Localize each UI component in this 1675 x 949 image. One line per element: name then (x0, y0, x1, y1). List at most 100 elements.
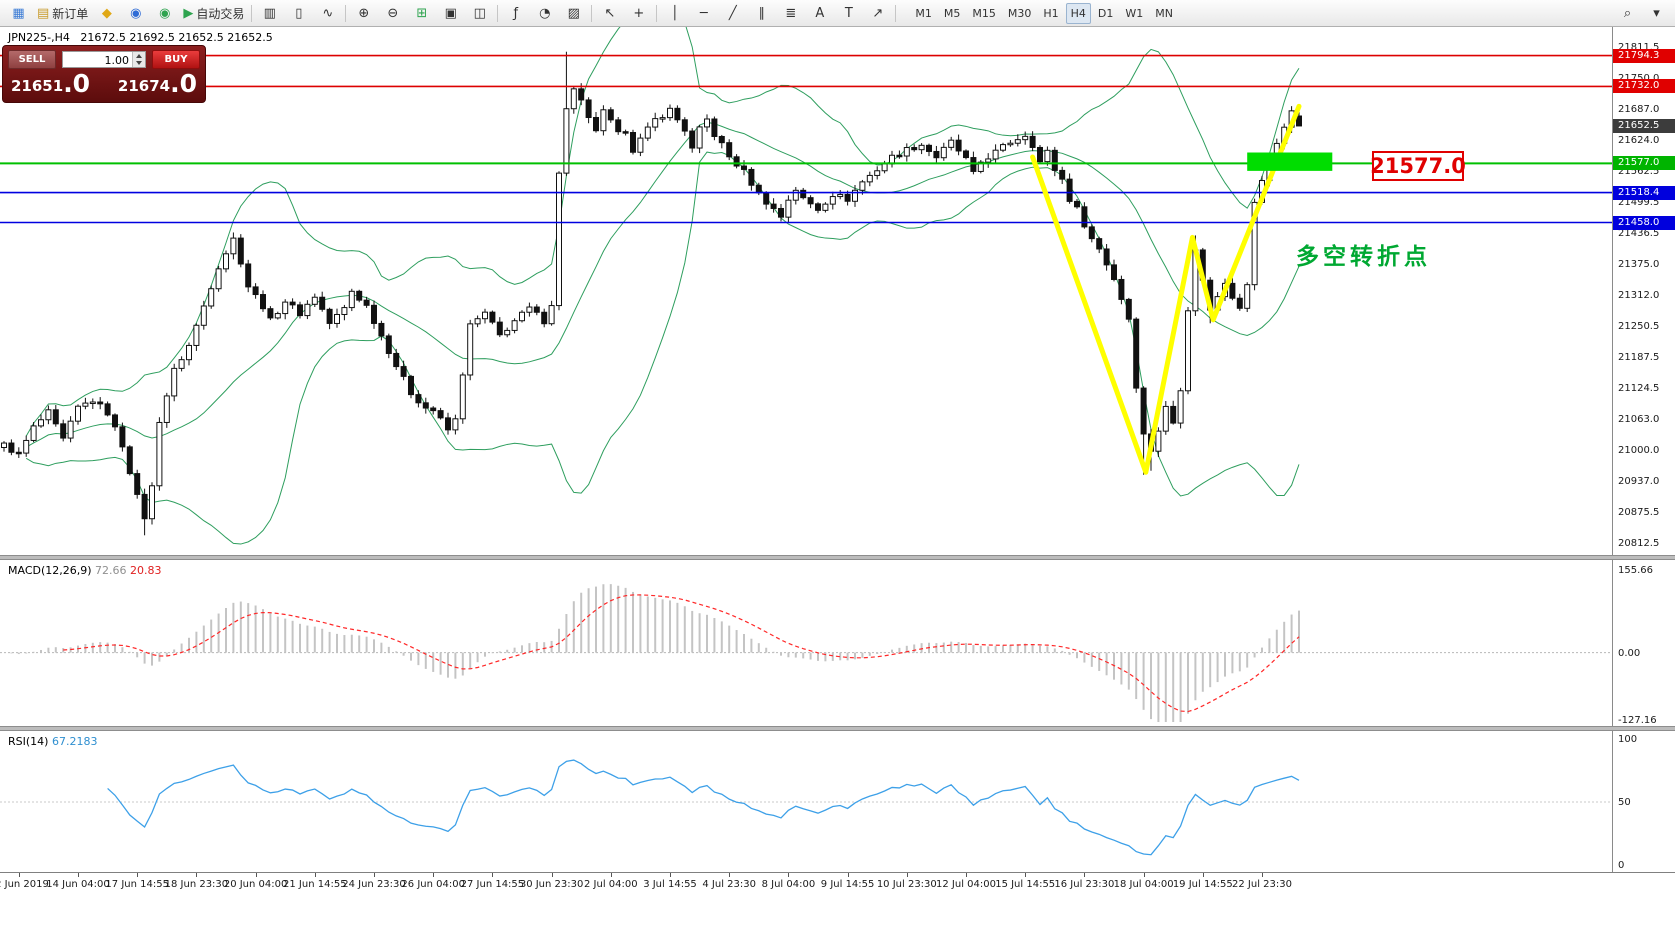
toolbar-menu-icon[interactable]: ▾ (1642, 2, 1671, 25)
volume-up-button[interactable] (133, 52, 145, 60)
timeframe-W1[interactable]: W1 (1125, 6, 1144, 20)
time-label: 14 Jun 04:00 (46, 879, 110, 890)
timeframe-H4[interactable]: H4 (1065, 2, 1091, 24)
time-tick (433, 873, 435, 877)
price-tick-label: 21312.0 (1618, 290, 1660, 301)
arrange-windows-icon[interactable]: ◫ (465, 2, 494, 25)
buy-price-dec: .0 (170, 69, 197, 98)
timeframe-D1[interactable]: D1 (1097, 6, 1114, 20)
time-label: 15 Jul 14:55 (995, 879, 1056, 890)
price-tick-label: 21187.5 (1618, 351, 1660, 363)
cursor-icon[interactable]: ↖ (595, 2, 624, 25)
rsi-panel-canvas[interactable] (0, 731, 1612, 872)
price-tick-label: 21811.5 (1618, 42, 1660, 53)
channel-icon[interactable]: ∥ (747, 2, 776, 25)
time-tick (374, 873, 375, 877)
search-icon[interactable]: ⌕ (1613, 2, 1642, 25)
text-icon[interactable]: A (805, 2, 834, 25)
buy-button[interactable]: BUY (152, 50, 200, 69)
periods-icon[interactable]: ◔ (530, 2, 559, 25)
toolbar-separator (345, 4, 347, 22)
price-axis[interactable]: 21811.5 21750.0 21687.0 21624.0 21562.5 21499… (1612, 27, 1675, 872)
templates-icon[interactable]: ▨ (559, 2, 588, 25)
community-icon[interactable]: ◉ (150, 2, 179, 25)
zoom-out-icon[interactable]: ⊖ (378, 2, 407, 25)
timeframe-M5[interactable]: M5 (943, 6, 961, 20)
timeframe-M15[interactable]: M15 (972, 6, 996, 20)
text-icon: A (815, 5, 825, 21)
time-label: 18 Jul 04:00 (1113, 879, 1174, 890)
timeframe-M30[interactable]: M30 (1007, 6, 1032, 20)
time-tick (610, 873, 612, 877)
line-chart-icon[interactable]: ∿ (313, 2, 342, 25)
channel-icon: ∥ (758, 5, 766, 21)
rsi-name: RSI(14) (8, 735, 49, 748)
sell-button[interactable]: SELL (8, 50, 56, 69)
macd-axis-label: 0.00 (1618, 647, 1641, 659)
candle-chart-icon[interactable]: ▯ (284, 2, 313, 25)
time-label: 19 Jul 14:55 (1172, 879, 1233, 890)
price-tag: 21518.4 (1613, 185, 1675, 200)
panel-splitter-macd[interactable] (0, 555, 1675, 560)
alerts-icon[interactable]: ◆ (92, 2, 121, 25)
toolbar-separator (656, 4, 658, 22)
cursor-icon: ↖ (604, 5, 616, 21)
sell-price-int: 21651 (11, 77, 64, 95)
price-tick-label: 20812.5 (1618, 538, 1660, 549)
buy-price[interactable]: 21674.0 (118, 71, 197, 96)
support-level-label[interactable]: 21577.0 (1370, 151, 1466, 181)
main-chart-canvas[interactable] (0, 27, 1612, 555)
price-tick-label: 21375.0 (1618, 258, 1660, 270)
macd-panel-canvas[interactable] (0, 560, 1612, 726)
timeframe-group: M1 M5 M15 M30 H1 H4 D1 W1 MN (909, 2, 1179, 24)
chart-window: JPN225-,H4 21672.5 21692.5 21652.5 21652… (0, 27, 1675, 949)
indicators-icon[interactable]: ƒ (501, 2, 530, 25)
time-tick (255, 873, 257, 877)
time-tick (1025, 873, 1027, 877)
app-icon[interactable]: ▦ (4, 2, 33, 25)
panel-splitter-rsi[interactable] (0, 726, 1675, 731)
volume-input[interactable]: 1.00 (62, 51, 146, 68)
time-tick (1202, 873, 1204, 877)
time-label: 21 Jun 14:55 (283, 879, 347, 890)
timeframe-MN[interactable]: MN (1155, 6, 1173, 20)
turning-point-label[interactable]: 多空转折点 (1296, 244, 1431, 270)
time-label: 30 Jun 23:30 (519, 879, 584, 890)
time-tick (1143, 873, 1145, 877)
tile-windows-icon[interactable]: ⊞ (407, 2, 436, 25)
crosshair-icon[interactable]: + (624, 2, 653, 25)
chart-symbol-period: JPN225-,H4 (8, 31, 70, 44)
label-icon[interactable]: T (834, 2, 863, 25)
time-label: 22 Jul 23:30 (1232, 879, 1292, 890)
toolbar: ▦ ▤ 新订单 ◆ ◉ ◉ ▶ 自动交易 ▥ ▯ ∿ ⊕ ⊖ ⊞ ▣ ◫ ƒ ◔ ▨ ↖ + │ ─ ╱ ∥ ≣ A T ↗ M1 M5 M… (0, 0, 1675, 27)
bar-chart-icon[interactable]: ▥ (255, 2, 284, 25)
indicators-icon: ƒ (513, 5, 519, 21)
volume-down-button[interactable] (133, 59, 145, 67)
cascade-windows-icon[interactable]: ▣ (436, 2, 465, 25)
chart-ohlc-header: JPN225-,H4 21672.5 21692.5 21652.5 21652… (8, 31, 273, 44)
time-tick (196, 873, 198, 877)
time-tick (18, 873, 20, 877)
trendline-icon[interactable]: ╱ (718, 2, 747, 25)
price-tick-label: 21562.5 (1618, 165, 1660, 177)
sell-price[interactable]: 21651.0 (11, 71, 90, 96)
zoom-in-icon: ⊕ (358, 5, 370, 21)
zoom-in-icon[interactable]: ⊕ (349, 2, 378, 25)
new-order-button[interactable]: ▤ 新订单 (37, 5, 89, 21)
timeframe-M1[interactable]: M1 (915, 6, 932, 20)
price-tick-label: 21499.5 (1618, 196, 1660, 208)
price-tag: 21794.3 (1613, 48, 1675, 63)
time-label: 16 Jul 23:30 (1054, 879, 1115, 890)
profile-icon[interactable]: ◉ (121, 2, 150, 25)
volume-value[interactable]: 1.00 (104, 54, 130, 67)
time-label: 24 Jun 23:30 (342, 879, 406, 890)
arrows-icon[interactable]: ↗ (863, 2, 892, 25)
auto-trading-button[interactable]: ▶ 自动交易 (183, 5, 245, 21)
horizontal-line-icon[interactable]: ─ (689, 2, 718, 25)
vertical-line-icon[interactable]: │ (660, 2, 689, 25)
timeframe-H1[interactable]: H1 (1043, 6, 1059, 20)
fibonacci-icon[interactable]: ≣ (776, 2, 805, 25)
cascade-windows-icon: ▣ (444, 5, 457, 21)
line-chart-icon: ∿ (322, 5, 334, 21)
